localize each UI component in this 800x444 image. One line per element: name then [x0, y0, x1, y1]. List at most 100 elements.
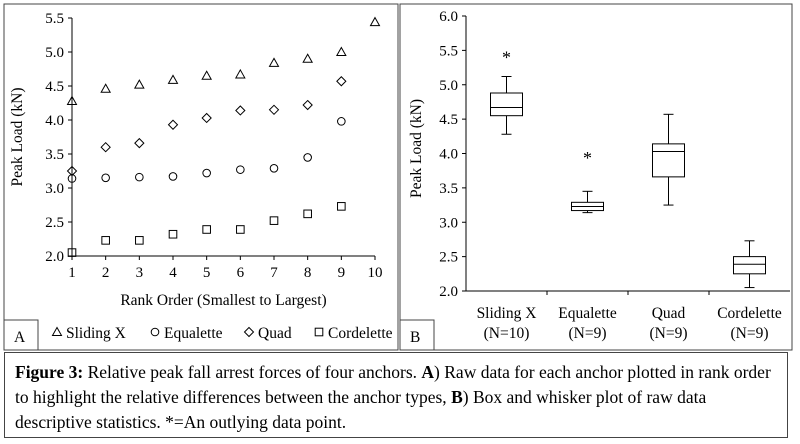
legend-label-cordelette: Cordelette [328, 325, 393, 342]
caption-a-label: A [421, 362, 435, 382]
box-cordelette [733, 240, 766, 289]
data-point-cordelette [168, 229, 178, 239]
panel-a-label: A [14, 329, 26, 346]
panel-a-scatter-chart: 2.0 2.5 3.0 3.5 4.0 4.5 5.0 5.5 1 2 3 4 5 6 7 8 9 10 Rank … [9, 11, 393, 346]
outlier-marker-equalette: * [583, 148, 592, 168]
category-n-equalette: (N=9) [568, 325, 606, 342]
panel-a-y-tick-label: 2.5 [45, 215, 64, 231]
data-point-sliding-x [201, 70, 213, 80]
data-point-cordelette [236, 225, 245, 234]
series-cordelette [67, 202, 346, 257]
caption-text-1: Relative peak fall arrest forces of four… [83, 362, 422, 382]
panel-b-y-tick-label: 3.5 [439, 181, 458, 197]
category-label-quad: Quad [652, 305, 686, 322]
data-point-equalette [168, 172, 178, 181]
data-point-sliding-x [100, 83, 112, 93]
legend-marker-cordelette [314, 327, 324, 337]
data-point-quad [66, 165, 78, 177]
panel-a-y-tick-label: 3.5 [45, 147, 64, 163]
data-point-equalette [236, 165, 245, 174]
legend-label-quad: Quad [258, 325, 292, 342]
category-n-sliding-x: (N=10) [484, 325, 530, 342]
caption-b-label: B [451, 387, 463, 407]
panel-b-y-axis-title: Peak Load (kN) [408, 99, 425, 198]
caption-text-3: ) Box and whisker plot of raw data descr… [15, 387, 707, 432]
panel-a-y-tick-label: 5.0 [45, 45, 64, 61]
data-point-sliding-x [66, 95, 78, 105]
panel-b-label: B [410, 329, 420, 346]
iqr-box-sliding-x [490, 92, 523, 117]
data-point-cordelette [101, 236, 110, 245]
panel-b-label-box [399, 319, 435, 351]
data-point-sliding-x [369, 16, 381, 27]
panel-b-y-tick-label: 4.0 [439, 147, 458, 163]
data-point-quad [268, 104, 280, 116]
data-point-sliding-x [302, 53, 314, 63]
panel-b-y-tick-label: 5.5 [439, 43, 458, 59]
data-point-quad [302, 99, 313, 111]
panel-a-y-tick-label: 2.0 [45, 249, 64, 265]
panel-b-y-tick-label: 5.0 [439, 78, 458, 94]
data-point-sliding-x [335, 46, 347, 56]
legend-marker-quad [243, 326, 255, 338]
panel-a-y-tick-label: 3.0 [45, 181, 64, 197]
panel-a-x-tick-label: 2 [102, 265, 110, 281]
series-quad [66, 76, 347, 177]
data-point-cordelette [135, 236, 144, 245]
data-point-quad [100, 141, 111, 153]
category-n-quad: (N=9) [649, 325, 687, 342]
panel-a-label-box [3, 319, 39, 351]
data-point-cordelette [67, 248, 77, 257]
panel-b-y-tick-label: 2.0 [439, 284, 458, 300]
data-point-quad [134, 137, 145, 149]
data-point-equalette [269, 163, 279, 173]
iqr-box-cordelette [733, 256, 766, 275]
legend-label-sliding-x: Sliding X [66, 325, 126, 342]
panel-a-x-axis-title: Rank Order (Smallest to Largest) [120, 292, 326, 309]
panel-a-x-tick-label: 7 [270, 265, 278, 281]
panel-a-x-tick-label: 8 [304, 265, 312, 281]
legend-label-equalette: Equalette [164, 325, 223, 342]
data-point-quad [167, 119, 179, 130]
data-point-cordelette [202, 225, 211, 234]
category-label-sliding-x: Sliding X [477, 305, 537, 322]
panel-a-x-tick-label: 3 [136, 265, 144, 281]
data-point-sliding-x [268, 57, 280, 67]
panel-a-x-tick-label: 9 [338, 265, 346, 281]
data-point-quad [336, 76, 347, 87]
series-sliding-x [66, 16, 381, 105]
data-point-equalette [202, 168, 211, 178]
data-point-equalette [303, 153, 312, 162]
box-equalette: * [571, 148, 604, 214]
panel-b-y-tick-label: 2.5 [439, 250, 458, 266]
box-sliding-x: * [490, 48, 523, 135]
panel-a-y-tick-label: 4.0 [45, 113, 64, 129]
panel-a-frame [3, 3, 399, 351]
panel-a-x-tick-label: 5 [203, 265, 211, 281]
data-point-equalette [67, 174, 77, 183]
panel-a-y-tick-label: 4.5 [45, 79, 64, 95]
data-point-quad [235, 105, 246, 116]
data-point-equalette [135, 172, 144, 182]
panel-a-x-tick-label: 10 [368, 265, 383, 281]
legend-marker-equalette [150, 327, 160, 337]
figure-panels: 2.0 2.5 3.0 3.5 4.0 4.5 5.0 5.5 1 2 3 4 5 6 7 8 9 10 Rank … [3, 3, 793, 351]
category-label-cordelette: Cordelette [717, 305, 782, 322]
data-point-cordelette [337, 202, 346, 211]
panel-b-y-tick-label: 3.0 [439, 215, 458, 231]
data-point-sliding-x [234, 68, 246, 79]
panel-b-box-plot: 2.0 2.5 3.0 3.5 4.0 4.5 5.0 5.5 6.0 Peak Load (kN… [408, 9, 790, 346]
data-point-cordelette [303, 209, 312, 219]
outlier-marker-sliding-x: * [502, 48, 511, 68]
data-point-quad [201, 112, 212, 124]
panel-a-y-axis-title: Peak Load (kN) [9, 88, 26, 187]
panel-b-y-tick-label: 4.5 [439, 112, 458, 128]
panel-a-x-tick-label: 6 [237, 265, 245, 281]
panel-b-frame [399, 3, 793, 351]
box-quad [652, 113, 685, 206]
category-label-equalette: Equalette [558, 305, 617, 322]
figure-caption: Figure 3: Relative peak fall arrest forc… [4, 352, 788, 438]
category-n-cordelette: (N=9) [730, 325, 768, 342]
caption-text-2: ) Raw data for each anchor plotted in ra… [15, 362, 771, 407]
